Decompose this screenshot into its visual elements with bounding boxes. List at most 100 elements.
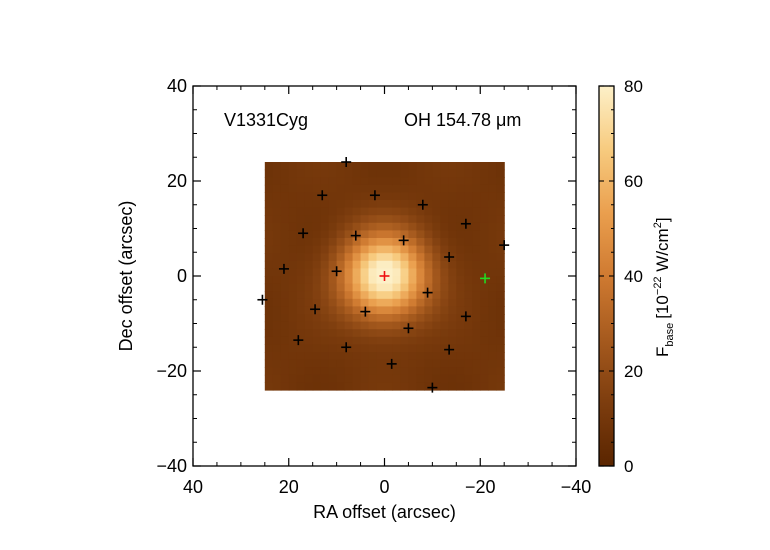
spaxel-marker [444, 344, 455, 355]
map-pixel [464, 215, 473, 224]
map-pixel [408, 260, 418, 269]
map-pixel [464, 329, 473, 338]
map-pixel [296, 260, 306, 269]
map-pixel [336, 215, 346, 224]
map-pixel [376, 359, 386, 368]
map-pixel [360, 200, 370, 209]
map-pixel [320, 374, 330, 383]
map-pixel [280, 314, 290, 323]
map-pixel [384, 200, 394, 209]
map-pixel [440, 200, 449, 209]
map-pixel [424, 382, 433, 391]
map-pixel [376, 207, 386, 216]
map-pixel [488, 184, 497, 193]
map-pixel [488, 367, 497, 376]
map-pixel [344, 314, 354, 323]
map-pixel [304, 374, 314, 383]
map-pixel [392, 169, 402, 178]
map-pixel [328, 215, 338, 224]
map-pixel [424, 321, 433, 330]
map-pixel [440, 382, 449, 391]
map-pixel [440, 314, 449, 323]
map-pixel [496, 321, 505, 330]
map-pixel [384, 215, 394, 224]
map-pixel [312, 336, 322, 345]
map-pixel [328, 260, 338, 269]
map-pixel [336, 207, 346, 216]
map-pixel [272, 230, 282, 239]
map-pixel [328, 359, 338, 368]
map-pixel [424, 268, 433, 277]
map-pixel [360, 367, 370, 376]
map-pixel [368, 359, 378, 368]
map-pixel [416, 215, 425, 224]
map-pixel [288, 222, 298, 231]
map-pixel [424, 222, 433, 231]
map-pixel [496, 367, 505, 376]
map-pixel [360, 238, 370, 247]
map-pixel [320, 207, 330, 216]
map-pixel [288, 314, 298, 323]
map-pixel [376, 276, 386, 285]
map-pixel [472, 207, 481, 216]
map-pixel [360, 222, 370, 231]
x-tick-label: 40 [183, 477, 203, 497]
map-pixel [496, 276, 505, 285]
colorbar-label-end: ] [653, 217, 672, 222]
map-pixel [368, 367, 378, 376]
map-pixel [472, 374, 481, 383]
map-pixel [336, 177, 346, 186]
map-pixel [304, 253, 314, 262]
spaxel-marker [293, 335, 304, 346]
map-pixel [360, 230, 370, 239]
colorbar-tick-label: 20 [624, 362, 643, 381]
map-pixel [488, 359, 497, 368]
map-pixel [448, 329, 457, 338]
map-pixel [456, 192, 465, 201]
map-pixel [424, 276, 433, 285]
map-pixel [328, 238, 338, 247]
map-pixel [392, 367, 402, 376]
map-pixel [320, 306, 330, 315]
map-pixel [312, 268, 322, 277]
map-pixel [432, 382, 441, 391]
map-pixel [264, 344, 274, 353]
map-pixel [336, 314, 346, 323]
map-pixel [408, 306, 418, 315]
map-pixel [312, 192, 322, 201]
map-pixel [280, 200, 290, 209]
map-pixel [320, 268, 330, 277]
map-pixel [336, 184, 346, 193]
map-pixel [304, 245, 314, 254]
map-pixel [488, 215, 497, 224]
map-pixel [392, 222, 402, 231]
map-pixel [432, 374, 441, 383]
map-pixel [392, 344, 402, 353]
map-pixel [296, 283, 306, 292]
map-pixel [352, 222, 362, 231]
map-pixel [280, 336, 290, 345]
map-pixel [360, 177, 370, 186]
map-pixel [480, 169, 489, 178]
map-pixel [280, 298, 290, 307]
map-pixel [272, 306, 282, 315]
map-pixel [408, 222, 418, 231]
map-pixel [384, 283, 394, 292]
map-pixel [288, 260, 298, 269]
map-pixel [296, 184, 306, 193]
map-pixel [272, 207, 282, 216]
map-pixel [352, 238, 362, 247]
map-pixel [440, 321, 449, 330]
map-pixel [328, 162, 338, 171]
map-pixel [352, 276, 362, 285]
map-pixel [392, 200, 402, 209]
map-pixel [480, 283, 489, 292]
map-pixel [336, 169, 346, 178]
map-pixel [496, 344, 505, 353]
map-pixel [352, 336, 362, 345]
map-pixel [368, 329, 378, 338]
map-pixel [488, 200, 497, 209]
map-pixel [352, 291, 362, 300]
map-pixel [384, 321, 394, 330]
central-spaxel-marker [379, 271, 390, 281]
